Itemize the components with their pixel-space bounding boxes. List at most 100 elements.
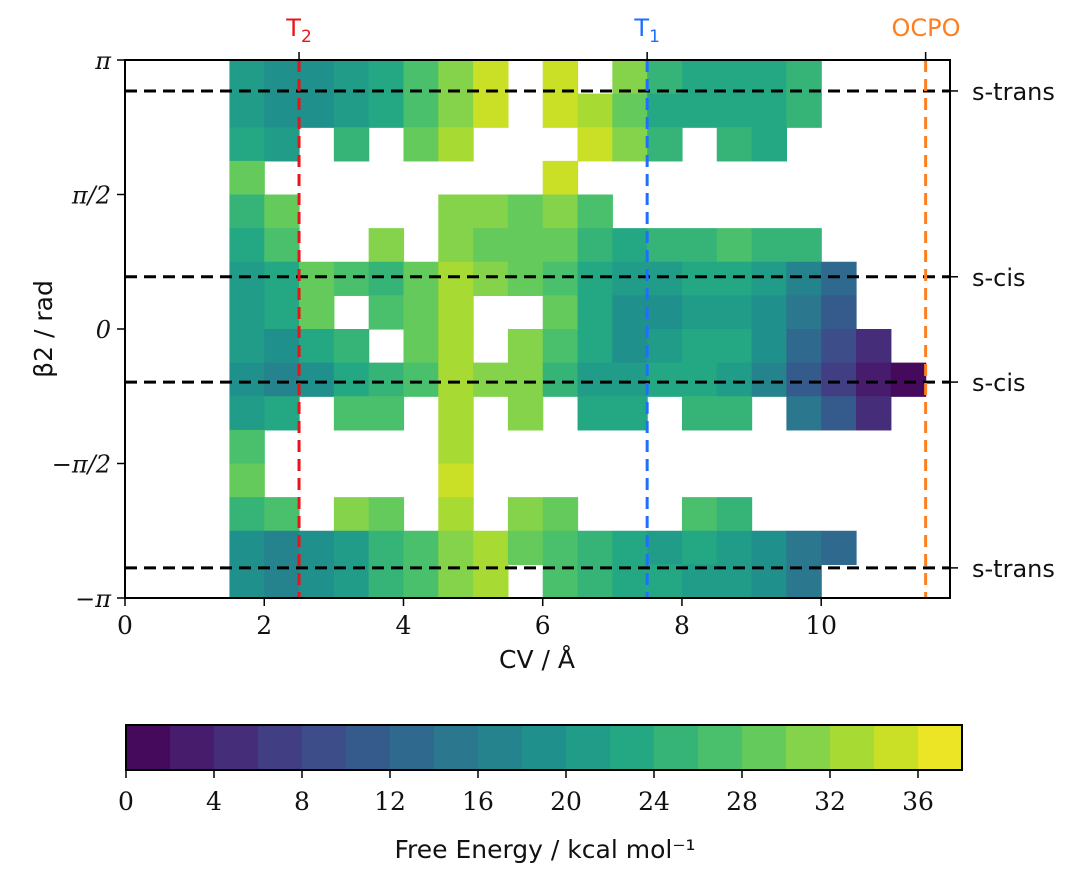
heatmap-cell <box>751 329 787 364</box>
heatmap-cell <box>751 530 787 565</box>
heatmap-cell <box>403 362 439 397</box>
heatmap-cell <box>821 362 857 397</box>
heatmap-cell <box>786 396 822 431</box>
heatmap-cell <box>681 497 718 532</box>
heatmap-cell <box>542 564 579 599</box>
colorbar-tick-label: 0 <box>118 787 134 816</box>
heatmap-cell <box>473 60 509 95</box>
conformation-label: s-cis <box>972 369 1026 397</box>
heatmap-cell <box>264 396 300 431</box>
heatmap-cell <box>612 261 648 296</box>
heatmap-cell <box>333 362 370 397</box>
x-tick-label: 10 <box>805 611 837 640</box>
heatmap-cell <box>716 60 753 95</box>
heatmap-cell <box>542 194 579 229</box>
heatmap-cell <box>507 396 544 431</box>
heatmap-cell <box>438 329 474 364</box>
heatmap-cell <box>716 497 753 532</box>
heatmap-cell <box>299 564 335 599</box>
heatmap-cell <box>577 396 613 431</box>
heatmap-cell <box>681 329 718 364</box>
heatmap-cell <box>368 93 405 128</box>
heatmap-cell <box>716 295 753 330</box>
heatmap-cell <box>542 362 579 397</box>
heatmap-cell <box>438 530 474 565</box>
x-tick-label: 0 <box>117 611 133 640</box>
heatmap-cell <box>403 564 439 599</box>
heatmap-cell <box>264 295 300 330</box>
heatmap-cell <box>786 362 822 397</box>
heatmap-cell <box>542 261 579 296</box>
heatmap-cell <box>716 396 753 431</box>
heatmap-cell <box>438 362 474 397</box>
state-labels: T2 T1 <box>285 14 927 60</box>
heatmap-cell <box>333 564 370 599</box>
heatmap-cell <box>612 228 648 263</box>
colorbar-bin <box>434 725 479 770</box>
heatmap-cell <box>821 396 857 431</box>
y-axis-label: β2 / rad <box>29 280 58 378</box>
heatmap-cell <box>542 60 579 95</box>
heatmap-cell <box>299 295 335 330</box>
heatmap-cell <box>751 362 787 397</box>
heatmap-cell <box>577 194 613 229</box>
heatmap-cell <box>751 228 787 263</box>
heatmap-cell <box>264 497 300 532</box>
heatmap-cell <box>507 228 544 263</box>
heatmap-cell <box>716 530 753 565</box>
heatmap-cell <box>229 530 265 565</box>
heatmap-cell <box>264 127 300 162</box>
heatmap-cell <box>438 429 474 465</box>
heatmap-cell <box>229 497 265 532</box>
colorbar-bin <box>830 725 875 770</box>
heatmap-cell <box>612 329 648 364</box>
y-tick-label: −π <box>75 585 112 613</box>
heatmap-cell <box>438 261 474 296</box>
heatmap-cell <box>507 329 544 364</box>
heatmap-cell <box>786 564 822 599</box>
colorbar-bin <box>610 725 655 770</box>
heatmap-cell <box>577 93 613 128</box>
heatmap-cell <box>647 93 683 128</box>
heatmap-cell <box>403 93 439 128</box>
heatmap-cell <box>507 261 544 296</box>
x-axis-ticks: 0 2 4 6 8 10 <box>117 598 837 640</box>
heatmap-cell <box>681 530 718 565</box>
heatmap-cell <box>577 329 613 364</box>
heatmap-cell <box>786 60 822 95</box>
heatmap-cell <box>647 362 683 397</box>
colorbar-bin <box>170 725 215 770</box>
heatmap-cell <box>577 564 613 599</box>
heatmap-cell <box>681 295 718 330</box>
y-axis-ticks: π π/2 0 −π/2 −π <box>52 47 125 613</box>
heatmap-cell <box>542 497 579 532</box>
state-label: T1 <box>633 14 660 47</box>
heatmap-cell <box>821 329 857 364</box>
colorbar-tick-label: 4 <box>206 787 222 816</box>
heatmap-cell <box>264 564 300 599</box>
heatmap-cell <box>299 93 335 128</box>
colorbar-bin <box>522 725 567 770</box>
heatmap-cell <box>716 127 753 162</box>
heatmap-cell <box>438 497 474 532</box>
y-tick-label: 0 <box>96 316 111 344</box>
heatmap-cell <box>647 127 683 162</box>
heatmap-cell <box>333 60 370 95</box>
heatmap-cell <box>647 564 683 599</box>
heatmap-cell <box>229 93 265 128</box>
colorbar-tick-label: 12 <box>374 787 406 816</box>
heatmap-cell <box>681 60 718 95</box>
x-tick-label: 6 <box>535 611 551 640</box>
heatmap-cell <box>647 228 683 263</box>
heatmap-cell <box>473 261 509 296</box>
heatmap-cell <box>786 228 822 263</box>
heatmap-cell <box>786 93 822 128</box>
heatmap-cell <box>612 295 648 330</box>
heatmap-cell <box>229 429 265 465</box>
heatmap-cell <box>264 530 300 565</box>
heatmap-cell <box>612 93 648 128</box>
heatmap-cell <box>403 127 439 162</box>
heatmap-cell <box>229 127 265 162</box>
conformation-labels: s-trans s-cis s-cis s-trans <box>950 78 1055 583</box>
